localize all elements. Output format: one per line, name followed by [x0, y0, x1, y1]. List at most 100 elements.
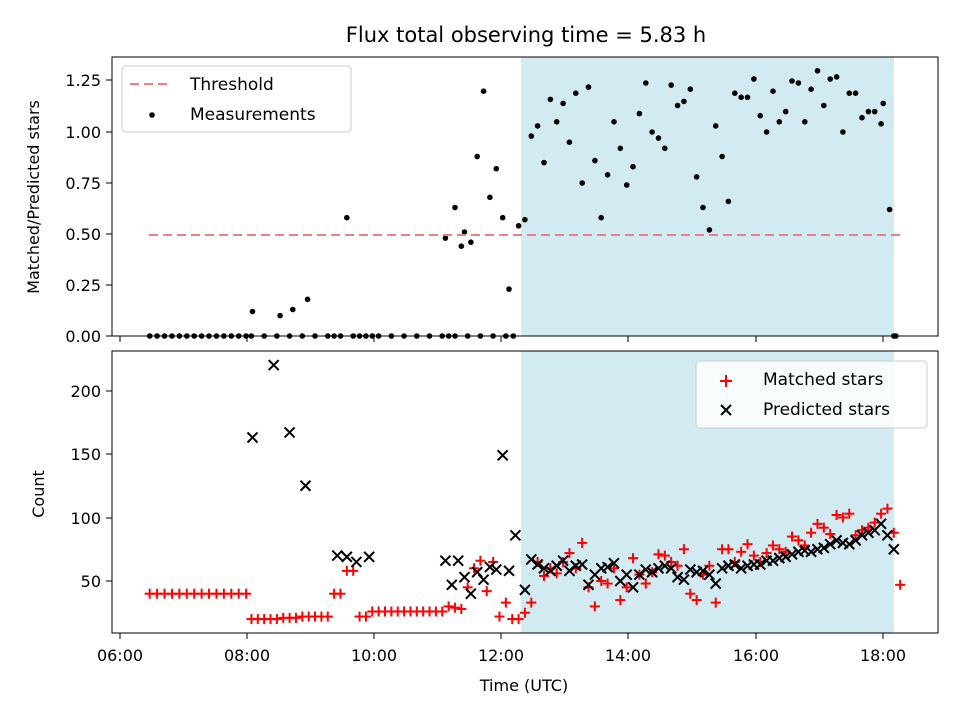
top-ytick-label: 1.25	[65, 71, 101, 90]
measurement-point	[534, 123, 541, 129]
matched-star-point	[526, 597, 537, 608]
top-xticks	[119, 336, 884, 342]
predicted-star-point	[439, 554, 452, 567]
measurement-point	[553, 119, 560, 125]
matched-star-point	[481, 586, 492, 597]
predicted-star-point	[267, 359, 280, 371]
legend-matched-swatch	[720, 375, 732, 387]
bottom-yaxis: 50 100 150 200 Count	[29, 382, 112, 591]
measurement-point	[668, 82, 674, 88]
matched-star-point	[742, 539, 753, 550]
predicted-star-point	[299, 480, 312, 492]
xtick-label: 08:00	[224, 646, 270, 665]
predicted-star-point	[341, 551, 353, 563]
predicted-star-point	[627, 581, 639, 594]
chart-title: Flux total observing time = 5.83 h	[346, 23, 706, 47]
matched-star-point	[475, 555, 486, 566]
measurement-point	[630, 163, 636, 170]
measurement-point	[833, 74, 840, 80]
predicted-star-point	[601, 561, 614, 573]
predicted-star-point	[620, 568, 633, 581]
predicted-star-point	[503, 565, 515, 577]
matched-star-point	[628, 553, 639, 564]
matched-star-point	[812, 518, 823, 529]
matched-star-point	[831, 509, 842, 520]
bottom-ylabel: Count	[29, 470, 48, 518]
matched-star-point	[748, 550, 759, 561]
measurement-point	[693, 174, 700, 180]
matched-star-point	[818, 522, 829, 533]
top-ytick-label: 0.75	[65, 174, 101, 193]
matched-star-point	[850, 530, 861, 541]
measurement-point	[770, 88, 776, 94]
measurement-point	[763, 129, 770, 135]
predicted-star-point	[652, 562, 665, 575]
matched-star-point	[437, 606, 448, 617]
bottom-xlabel: Time (UTC)	[479, 676, 568, 695]
predicted-star-point	[671, 571, 684, 583]
top-ytick-label: 0.00	[65, 327, 101, 346]
predicted-star-point	[716, 562, 728, 575]
measurement-point	[277, 312, 283, 319]
measurement-point	[585, 84, 592, 90]
predicted-star-point	[458, 571, 471, 583]
matched-star-point	[564, 548, 575, 559]
matched-star-point	[869, 517, 880, 528]
matched-star-point	[456, 603, 467, 614]
measurement-point	[880, 100, 886, 107]
matched-star-point	[876, 508, 887, 519]
top-yaxis: 0.00 0.25 0.50 0.75 1.00 1.25 Matched/Pr…	[24, 71, 112, 346]
matched-star-point	[806, 527, 817, 538]
legend-matched-label: Matched stars	[763, 370, 883, 390]
matched-star-point	[685, 588, 696, 599]
predicted-star-point	[531, 558, 544, 571]
measurement-point	[725, 198, 732, 205]
measurement-point	[859, 114, 865, 121]
measurement-point	[649, 129, 655, 135]
xtick-label: 18:00	[860, 646, 906, 665]
matched-star-point	[322, 611, 333, 622]
measurement-point	[442, 235, 449, 241]
matched-star-point	[825, 529, 836, 540]
bottom-ytick-label: 50	[81, 572, 101, 591]
measurement-point	[700, 204, 706, 211]
matched-star-point	[882, 503, 893, 514]
matched-star-point	[704, 560, 715, 571]
predicted-star-point	[465, 587, 477, 600]
measurement-point	[719, 153, 725, 160]
predicted-star-point	[678, 574, 690, 586]
legend-predicted-label: Predicted stars	[763, 400, 890, 420]
measurement-point	[662, 145, 668, 152]
predicted-star-point	[350, 556, 363, 568]
predicted-star-point	[881, 529, 894, 541]
matched-star-point	[348, 565, 359, 576]
matched-star-point	[271, 614, 282, 625]
predicted-star-point	[519, 584, 531, 596]
measurement-point	[598, 214, 604, 221]
bottom-legend-box	[695, 360, 928, 429]
measurement-point	[468, 239, 474, 245]
measurement-point	[821, 102, 827, 109]
matched-star-point	[608, 563, 619, 574]
matched-star-point	[577, 537, 588, 548]
measurement-point	[541, 159, 547, 166]
measurement-point	[458, 243, 465, 249]
measurement-point	[751, 76, 757, 82]
predicted-star-point	[509, 529, 522, 541]
predicted-star-point	[824, 538, 836, 550]
predicted-star-point	[729, 558, 741, 571]
measurement-point	[344, 214, 350, 221]
predicted-star-point	[830, 534, 843, 547]
measurement-point	[566, 139, 573, 145]
predicted-star-point	[684, 563, 696, 576]
top-legend: Threshold Measurements	[121, 65, 352, 133]
bottom-legend: Matched stars Predicted stars	[695, 360, 928, 429]
predicted-star-point	[538, 562, 550, 575]
measurement-point	[865, 108, 872, 115]
measurement-point	[732, 90, 738, 96]
measurement-point	[579, 180, 585, 186]
matched-star-point	[793, 535, 804, 546]
predicted-star-point	[659, 560, 671, 572]
matched-star-point	[736, 546, 747, 557]
measurement-point	[506, 286, 512, 292]
